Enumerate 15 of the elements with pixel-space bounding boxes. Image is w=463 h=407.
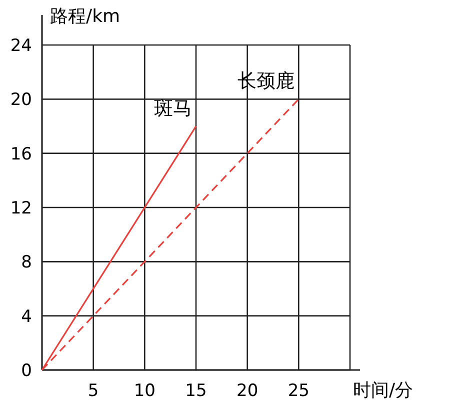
y-tick-label: 12	[10, 198, 32, 218]
x-tick-label: 15	[185, 381, 207, 401]
x-axis-title: 时间/分	[353, 380, 414, 401]
x-tick-label: 5	[88, 381, 99, 401]
y-tick-label: 0	[21, 361, 32, 381]
y-tick-label: 20	[10, 90, 32, 110]
y-tick-label: 8	[21, 252, 32, 273]
y-tick-label: 24	[10, 36, 32, 56]
y-axis-title: 路程/km	[50, 6, 120, 27]
y-tick-label: 4	[21, 306, 32, 327]
series-label: 斑马	[154, 97, 192, 120]
x-tick-label: 25	[288, 381, 310, 401]
y-tick-label: 16	[10, 144, 32, 164]
x-tick-label: 10	[134, 381, 156, 401]
x-tick-label: 20	[236, 381, 258, 401]
